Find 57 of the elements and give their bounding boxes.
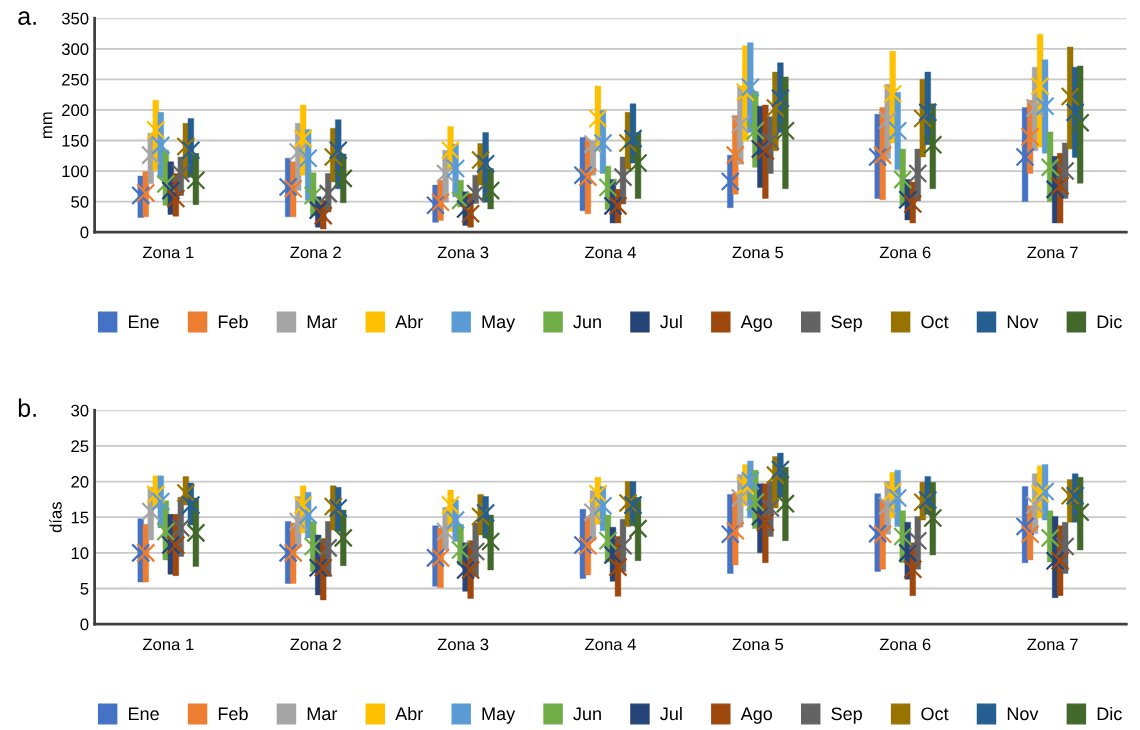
- legend-label: Ene: [129, 315, 159, 329]
- legend-label: Mar: [307, 707, 338, 721]
- y-tick-label: 150: [62, 134, 89, 147]
- y-tick-label: 30: [71, 404, 89, 417]
- legend-label: Jun: [573, 707, 601, 721]
- legend-label: Jun: [573, 315, 601, 329]
- y-tick-label: 5: [80, 583, 89, 595]
- legend-label: Abr: [395, 706, 423, 721]
- x-tick-label: Zona 1: [142, 638, 194, 651]
- legend-label: Sep: [831, 315, 862, 332]
- legend-label: Sep: [831, 707, 862, 724]
- legend-label: Oct: [921, 707, 949, 721]
- y-axis-title: días: [49, 502, 62, 533]
- y-tick-label: 250: [62, 73, 89, 86]
- x-tick-label: Zona 7: [1027, 638, 1078, 651]
- legend-label: Feb: [218, 706, 248, 721]
- legend-label: Jul: [660, 706, 682, 721]
- legend-label: Ago: [740, 315, 773, 332]
- chart-title: a.: [18, 11, 36, 25]
- chart-title: b.: [18, 398, 36, 417]
- legend-label: Abr: [395, 314, 423, 329]
- y-tick-label: 25: [71, 440, 89, 453]
- y-tick-label: 0: [80, 618, 89, 631]
- x-tick-label: Zona 5: [732, 638, 784, 651]
- legend-label: Ago: [740, 707, 773, 724]
- y-tick-label: 50: [71, 195, 89, 208]
- x-tick-label: Zona 2: [290, 638, 341, 651]
- x-tick-label: Zona 2: [290, 246, 341, 259]
- legend-label: Oct: [921, 315, 949, 329]
- x-tick-label: Zona 7: [1027, 246, 1078, 259]
- legend-label: Feb: [218, 314, 248, 329]
- x-tick-label: Zona 4: [585, 246, 636, 259]
- legend-label: Dic: [1097, 314, 1122, 329]
- legend-label: Jul: [660, 314, 682, 329]
- y-tick-label: 300: [61, 43, 89, 56]
- y-axis-title: mm: [43, 112, 53, 138]
- y-tick-label: 10: [71, 547, 89, 560]
- x-tick-label: Zona 4: [585, 638, 636, 651]
- x-tick-label: Zona 3: [437, 638, 489, 651]
- legend-label: Nov: [1007, 315, 1039, 329]
- x-tick-label: Zona 3: [437, 246, 489, 259]
- x-tick-label: Zona 1: [142, 246, 194, 259]
- legend-label: Ene: [129, 707, 159, 721]
- y-tick-label: 200: [62, 104, 89, 117]
- legend-label: Mar: [307, 315, 338, 329]
- x-tick-label: Zona 6: [879, 638, 931, 651]
- legend-label: May: [482, 315, 516, 332]
- y-tick-label: 15: [71, 511, 89, 524]
- x-tick-label: Zona 5: [732, 246, 784, 259]
- y-tick-label: 350: [61, 12, 89, 25]
- legend-label: Dic: [1097, 706, 1122, 721]
- y-tick-label: 20: [71, 475, 89, 488]
- y-tick-label: 100: [62, 165, 89, 178]
- y-tick-label: 0: [80, 226, 89, 239]
- legend-label: Nov: [1007, 707, 1039, 721]
- legend-label: May: [482, 707, 516, 724]
- x-tick-label: Zona 6: [879, 246, 931, 259]
